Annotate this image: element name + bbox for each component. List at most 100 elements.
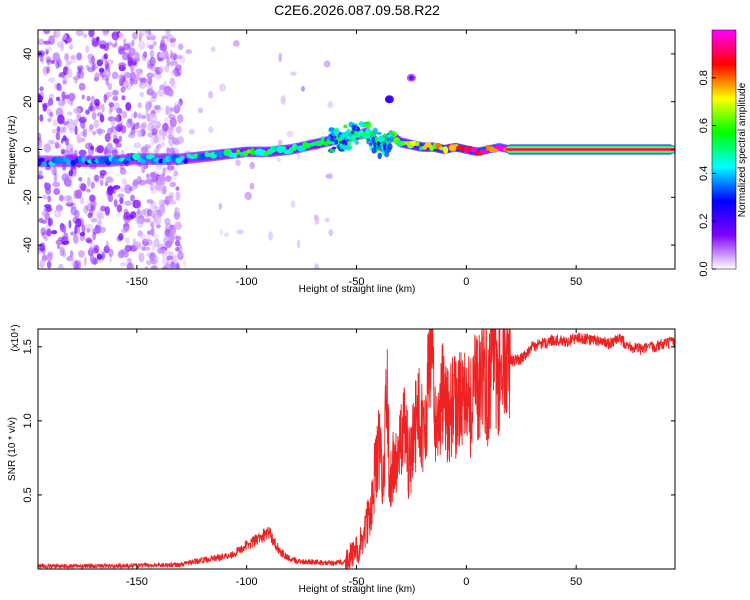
spectrogram-noise-cell (103, 93, 107, 103)
spectrogram-noise-cell (161, 123, 169, 132)
spectrogram-noise-cell (90, 181, 95, 189)
spectrogram-noise-cell (59, 246, 65, 257)
spectrogram-x-tick-label: -100 (236, 276, 258, 288)
spectrogram-ridge-core (200, 153, 206, 160)
spectrogram-noise-cell (135, 73, 141, 81)
spectrogram-noise-cell (301, 86, 305, 92)
spectrogram-noise-cell (278, 52, 283, 63)
spectrogram-noise-cell (140, 246, 146, 251)
spectrogram-noise-cell (104, 133, 111, 143)
spectrogram-noise-cell (232, 40, 240, 47)
spectrogram-ridge-core (38, 157, 45, 162)
spectrogram-noise-cell (108, 102, 115, 108)
colorbar-ticks: 0.0 0.2 0.4 0.6 0.8 (698, 70, 716, 277)
spectrogram-noise-cell (112, 95, 119, 102)
spectrogram-noise-cell (167, 134, 175, 140)
spectrogram-noise-cell (52, 119, 58, 127)
spectrogram-noise-cell (210, 46, 216, 53)
spectrogram-noise-cell (73, 234, 79, 244)
spectrogram-noise-cell (48, 217, 54, 227)
spectrogram-noise-cell (61, 236, 69, 246)
spectrogram-steady-band (505, 148, 675, 151)
spectrogram-noise-cell (111, 43, 117, 48)
spectrogram-noise-cell (87, 212, 93, 219)
spectrogram-noise-cell (136, 208, 141, 215)
spectrogram-noise-cell (107, 176, 114, 184)
spectrogram-noise-cell (143, 51, 148, 59)
spectrogram-noise-cell (48, 97, 54, 106)
spectrogram-noise-cell (177, 43, 184, 51)
spectrogram-ridge-spread (334, 139, 339, 145)
spectrogram-noise-cell (89, 253, 95, 264)
spectrogram-noise-cell (86, 188, 91, 193)
spectrogram-ridge-spread (376, 131, 382, 135)
spectrogram-noise-cell (56, 125, 61, 133)
spectrogram-noise-cell (173, 101, 182, 109)
spectrogram-noise-cell (166, 147, 170, 155)
spectrogram-noise-cell (178, 98, 183, 106)
spectrogram-noise-cell (76, 52, 83, 61)
spectrogram-noise-cell (49, 111, 54, 118)
snr-x-tick-label: -150 (126, 576, 148, 588)
spectrogram-y-tick-label: 40 (22, 48, 34, 60)
spectrogram-noise-cell (53, 30, 61, 39)
spectrogram-noise-cell (68, 170, 74, 177)
spectrogram-noise-cell (166, 255, 174, 261)
spectrogram-noise-cell (91, 130, 97, 136)
spectrogram-noise-cell (175, 235, 182, 241)
spectrogram-noise-cell (151, 91, 158, 99)
spectrogram-noise-cell (139, 91, 145, 98)
spectrogram-noise-cell (101, 252, 105, 261)
spectrogram-noise-cell (111, 31, 120, 41)
spectrogram-noise-cell (163, 80, 168, 87)
spectrogram-noise-cell (116, 212, 121, 218)
spectrogram-noise-cell (167, 251, 174, 256)
spectrogram-noise-cell (107, 185, 114, 196)
spectrogram-noise-cell (43, 143, 52, 153)
spectrogram-x-tick-label: -150 (126, 276, 148, 288)
spectrogram-noise-cell (101, 103, 105, 113)
snr-x-tick-label: 0 (463, 576, 469, 588)
spectrogram-noise-cell (47, 251, 54, 258)
spectrogram-noise-cell (45, 49, 49, 55)
spectrogram-noise-cell (39, 86, 44, 92)
spectrogram-ridge-core (320, 136, 325, 144)
spectrogram-noise-cell (118, 73, 124, 83)
spectrogram-noise-cell (76, 225, 81, 235)
spectrogram-noise-cell (170, 81, 177, 89)
spectrogram-noise-cell (133, 111, 138, 119)
spectrogram-ridge-core (282, 146, 286, 151)
spectrogram-noise-cell (268, 231, 273, 241)
spectrogram-noise-cell (78, 116, 87, 124)
spectrogram-noise-cell (120, 187, 126, 192)
spectrogram-noise-cell (84, 142, 93, 150)
spectrogram-noise-cell (131, 39, 135, 47)
spectrogram-noise-cell (83, 205, 89, 215)
spectrogram-ridge-core (218, 150, 224, 158)
spectrogram-noise-cell (130, 211, 137, 219)
spectrogram-noise-cell (127, 56, 133, 66)
spectrogram-noise-cell (105, 63, 111, 72)
spectrogram-noise-cell (138, 81, 147, 89)
snr-plot-area (38, 329, 675, 569)
spectrogram-noise-cell (58, 86, 63, 92)
spectrogram-noise-cell (94, 174, 101, 184)
spectrogram-noise-cell (66, 122, 75, 131)
spectrogram-noise-cell (110, 117, 116, 127)
spectrogram-noise-cell (169, 77, 175, 87)
spectrogram-noise-cell (53, 188, 61, 195)
spectrogram-noise-cell (117, 193, 125, 198)
spectrogram-ridge-spread (364, 121, 372, 129)
spectrogram-noise-cell (63, 195, 72, 202)
spectrogram-noise-cell (144, 266, 149, 269)
spectrogram-noise-cell (121, 178, 128, 186)
spectrogram-ridge-core (415, 141, 420, 147)
spectrogram-noise-cell (155, 224, 161, 229)
spectrogram-ridge-core (125, 155, 133, 162)
spectrogram-noise-cell (90, 204, 96, 211)
spectrogram-noise-cell (52, 52, 60, 62)
spectrogram-noise-cell (85, 64, 91, 69)
spectrogram-noise-cell (143, 235, 152, 243)
snr-x-ticks: -150 -100 -50 0 50 (126, 329, 582, 588)
colorbar-tick-label: 0.0 (698, 261, 710, 276)
